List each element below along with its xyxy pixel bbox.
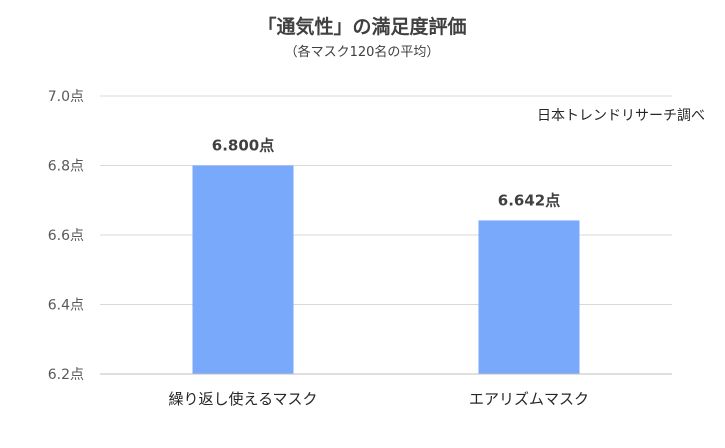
y-tick-label: 7.0点 (48, 89, 84, 105)
bar (192, 165, 294, 374)
y-tick-label: 6.4点 (48, 298, 84, 314)
bars (192, 165, 580, 374)
x-axis-categories: 繰り返し使えるマスク エアリズムマスク (100, 373, 672, 408)
data-label: 6.642点 (498, 191, 560, 209)
bar (478, 220, 580, 374)
data-labels: 6.800点 6.642点 (212, 137, 560, 210)
x-category-label: 繰り返し使えるマスク (169, 390, 318, 408)
y-axis-ticks: 6.2点 6.4点 6.6点 6.8点 7.0点 (48, 89, 84, 383)
x-category-label: エアリズムマスク (469, 390, 589, 408)
chart-subtitle: （各マスク120名の平均） (285, 44, 440, 60)
gridlines (100, 95, 672, 375)
y-tick-label: 6.8点 (48, 159, 84, 175)
y-tick-label: 6.2点 (48, 367, 84, 383)
source-note: 日本トレンドリサーチ調べ (537, 108, 705, 124)
chart-title: 「通気性」の満足度評価 (257, 15, 466, 38)
y-tick-label: 6.6点 (48, 228, 84, 244)
data-label: 6.800点 (212, 137, 274, 155)
